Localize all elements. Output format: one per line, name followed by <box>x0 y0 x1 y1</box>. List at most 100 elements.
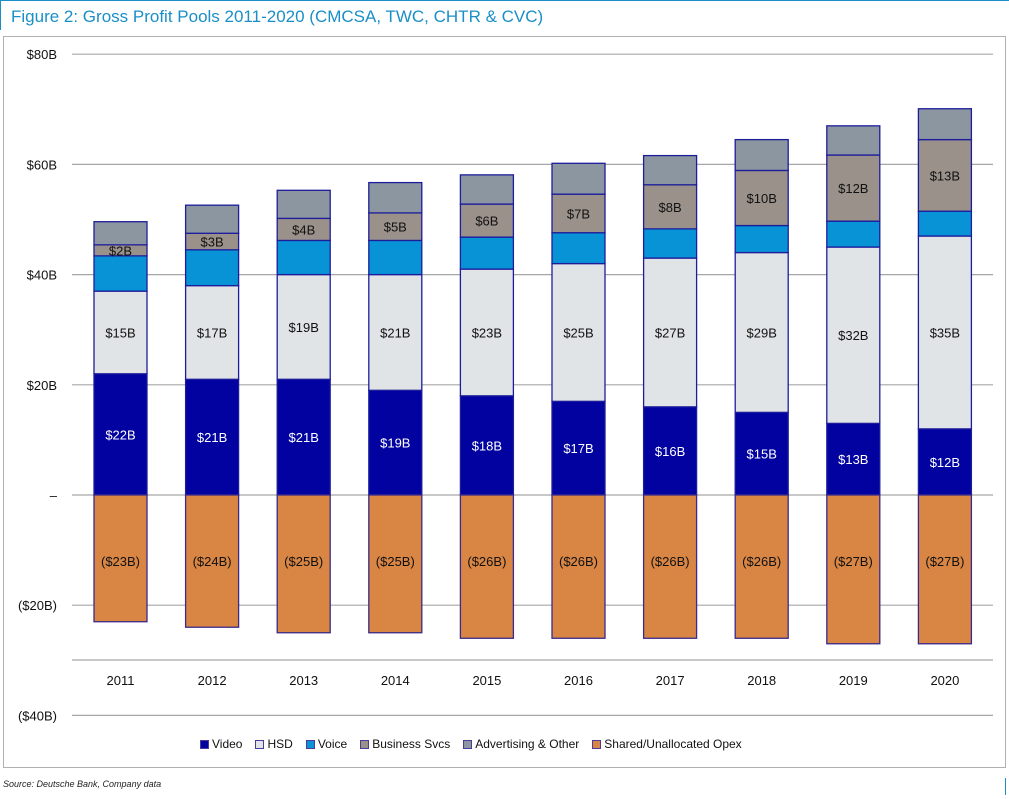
legend-label: Shared/Unallocated Opex <box>604 737 742 751</box>
data-label: $12B <box>838 181 868 196</box>
data-label: $21B <box>197 430 227 445</box>
segment-shared-unallocated-opex <box>368 494 423 634</box>
segment-advertising-other <box>368 181 423 214</box>
data-label: $13B <box>838 452 868 467</box>
segment-shared-unallocated-opex <box>551 494 606 639</box>
data-label: ($23B) <box>101 554 140 569</box>
legend-swatch <box>200 739 209 749</box>
legend-swatch <box>592 739 602 749</box>
data-label: ($26B) <box>742 554 781 569</box>
segment-voice <box>917 210 973 237</box>
data-label: $17B <box>563 441 593 456</box>
segment-advertising-other <box>184 204 240 234</box>
segment-shared-unallocated-opex <box>642 494 698 639</box>
x-tick-label: 2012 <box>198 673 227 688</box>
data-label: $17B <box>197 325 227 340</box>
segment-advertising-other <box>459 174 515 205</box>
segment-hsd <box>551 262 606 402</box>
chart-frame <box>3 36 1006 768</box>
bar-2020: $12B $35B $13B ($27B) <box>917 108 973 645</box>
x-tick-label: 2018 <box>747 673 776 688</box>
segment-voice <box>368 239 423 276</box>
segment-hsd <box>93 290 148 375</box>
segment-video <box>642 406 698 496</box>
legend-label: Voice <box>317 737 348 751</box>
segment-advertising-other <box>93 221 148 246</box>
segment-business-svcs <box>459 203 515 238</box>
data-label: $5B <box>384 220 407 235</box>
data-label: $21B <box>289 430 319 445</box>
data-label: $8B <box>659 200 682 215</box>
legend-item: Advertising & Other <box>463 737 579 751</box>
legend-label: Advertising & Other <box>475 737 580 751</box>
data-label: $7B <box>567 206 590 221</box>
data-label: $29B <box>747 325 777 340</box>
data-label: $4B <box>292 222 315 237</box>
segment-business-svcs <box>368 212 423 242</box>
data-label: $13B <box>930 168 960 183</box>
data-label: $2B <box>109 243 132 258</box>
y-tick-label: $80B <box>27 47 57 62</box>
page-edge-marker <box>1005 778 1006 795</box>
legend-item: HSD <box>255 737 293 751</box>
bar-2013: $21B $19B $4B ($25B) <box>276 189 331 634</box>
legend-item: Business Svcs <box>360 737 450 751</box>
data-label: $6B <box>475 214 498 229</box>
x-tick-label: 2020 <box>930 673 959 688</box>
segment-video <box>917 428 973 496</box>
data-label: $35B <box>930 325 960 340</box>
bar-2011: $22B $15B $2B ($23B) <box>93 221 148 623</box>
legend-label: Business Svcs <box>372 737 451 751</box>
data-label: ($27B) <box>925 554 964 569</box>
segment-video <box>826 422 881 496</box>
y-tick-label: $40B <box>27 268 57 283</box>
chart-legend: Video HSD Voice Business Svcs Advertising & … <box>200 737 742 751</box>
x-tick-label: 2019 <box>839 673 868 688</box>
segment-business-svcs <box>917 138 973 212</box>
y-tick-label: ($40B) <box>18 708 57 723</box>
segment-hsd <box>642 257 698 408</box>
segment-hsd <box>459 268 515 397</box>
segment-hsd <box>734 251 789 413</box>
data-label: ($26B) <box>651 554 690 569</box>
segment-shared-unallocated-opex <box>826 494 881 645</box>
x-tick-label: 2014 <box>381 673 410 688</box>
data-label: $21B <box>380 325 410 340</box>
x-tick-label: 2016 <box>564 673 593 688</box>
bar-2019: $13B $32B $12B ($27B) <box>826 125 881 645</box>
x-tick-label: 2013 <box>289 673 318 688</box>
segment-shared-unallocated-opex <box>184 494 240 628</box>
data-label: $15B <box>747 447 777 462</box>
chart-title: Figure 2: Gross Profit Pools 2011-2020 (… <box>11 7 544 26</box>
segment-advertising-other <box>734 138 789 172</box>
bar-2014: $19B $21B $5B ($25B) <box>368 181 423 634</box>
segment-video <box>551 400 606 496</box>
segment-voice <box>551 232 606 265</box>
segment-advertising-other <box>826 125 881 156</box>
segment-video <box>276 378 331 496</box>
segment-voice <box>276 239 331 276</box>
segment-voice <box>93 255 148 292</box>
data-label: $23B <box>472 325 502 340</box>
data-label: ($26B) <box>467 554 506 569</box>
bar-2016: $17B $25B $7B ($26B) <box>551 162 606 639</box>
legend-item: Video <box>200 737 242 751</box>
data-label: $19B <box>289 320 319 335</box>
legend-label: HSD <box>267 737 293 751</box>
y-tick-label: ($20B) <box>18 598 57 613</box>
bar-2017: $16B $27B $8B ($26B) <box>642 154 698 639</box>
data-label: ($25B) <box>376 554 415 569</box>
x-tick-label: 2015 <box>472 673 501 688</box>
bar-2012: $21B $17B $3B ($24B) <box>184 204 240 628</box>
legend-item: Shared/Unallocated Opex <box>592 737 742 751</box>
title-bar: Figure 2: Gross Profit Pools 2011-2020 (… <box>0 0 1009 30</box>
legend-swatch <box>463 739 473 749</box>
segment-shared-unallocated-opex <box>276 494 331 634</box>
data-label: $3B <box>201 235 224 250</box>
data-label: ($27B) <box>834 554 873 569</box>
segment-advertising-other <box>551 162 606 195</box>
segment-hsd <box>917 235 973 430</box>
legend-item: Voice <box>305 737 348 751</box>
segment-hsd <box>368 273 423 391</box>
